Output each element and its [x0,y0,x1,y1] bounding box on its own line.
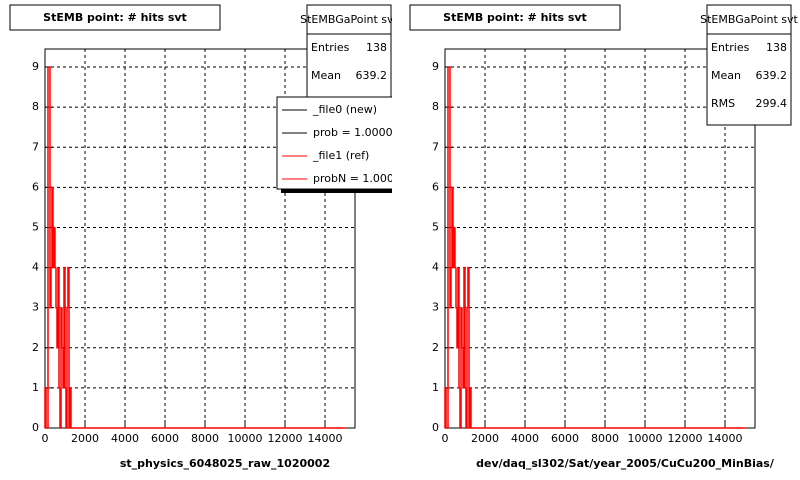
x-tick-label: 2000 [471,432,499,445]
x-tick-label: 4000 [511,432,539,445]
histogram-bin [45,387,47,429]
y-tick-label: 0 [432,421,439,434]
x-tick-label: 12000 [668,432,703,445]
histogram-bin [61,307,63,349]
histogram-bin [458,267,460,389]
title-box [9,4,221,31]
histogram-bin [469,387,471,428]
histogram-bin [444,387,446,428]
stats-box [306,4,392,98]
histogram-bin [445,387,447,429]
x-tick-label: 4000 [111,432,139,445]
histogram-bin [47,66,49,428]
stats-label: Mean [311,69,341,82]
stats-label: Entries [711,41,750,54]
histogram-bin [49,67,51,309]
x-tick-label: 10000 [228,432,263,445]
chart-title: StEMB point: # hits svt [43,11,187,24]
stats-value: 299.4 [756,97,788,110]
y-tick-label: 7 [432,140,439,153]
x-tick-label: 12000 [268,432,303,445]
legend-label: _file1 (ref) [312,149,369,162]
stats-title: StEMBGaPoint svt [700,13,798,26]
x-tick-label: 14000 [308,432,343,445]
y-tick-label: 8 [32,100,39,113]
x-tick-label: 10000 [628,432,663,445]
legend-label: prob = 1.000000 [313,126,407,139]
x-tick-label: 2000 [71,432,99,445]
histogram-bin [44,387,46,428]
legend-label: _file0 (new) [312,103,377,116]
histogram-bin [466,306,468,428]
y-tick-label: 1 [32,381,39,394]
histogram-bin [58,267,60,389]
histogram-bin [449,67,451,309]
y-tick-label: 5 [32,220,39,233]
y-tick-label: 4 [432,261,439,274]
y-tick-label: 2 [32,341,39,354]
histogram-bin [64,267,66,389]
histogram-bin [452,187,454,269]
histogram-bin [51,186,53,268]
histogram-bin [69,387,71,428]
histogram-bin [52,187,54,269]
legend-box [276,96,392,190]
x-tick-label: 0 [442,432,449,445]
histogram-bin [461,307,463,349]
y-tick-label: 3 [32,301,39,314]
y-tick-label: 6 [432,180,439,193]
stats-box [706,4,792,126]
x-tick-label: 0 [42,432,49,445]
x-tick-label: 14000 [708,432,743,445]
histogram-bin [470,387,472,429]
stats-value: 639.2 [356,69,388,82]
legend-label: probN = 1.00000 [313,172,408,185]
y-tick-label: 1 [432,381,439,394]
y-tick-label: 6 [32,180,39,193]
x-tick-label: 6000 [151,432,179,445]
y-tick-label: 2 [432,341,439,354]
stats-label: RMS [711,97,735,110]
chart-title: StEMB point: # hits svt [443,11,587,24]
histogram-bin [70,387,72,429]
y-tick-label: 8 [432,100,439,113]
y-tick-label: 0 [32,421,39,434]
histogram-bin [447,66,449,428]
histogram-bin [464,267,466,389]
histogram-bin [451,186,453,268]
x-tick-label: 6000 [551,432,579,445]
stats-value: 138 [766,41,787,54]
y-tick-label: 4 [32,261,39,274]
x-tick-label: 8000 [591,432,619,445]
panel: 0 2000 4000 6000 8000 10000 12000 14000 0 1 2 3 4 5 6 7… [409,4,799,470]
x-axis-label: dev/daq_sl302/Sat/year_2005/CuCu200_MinB… [476,457,775,470]
x-axis-label: st_physics_6048025_raw_1020002 [120,457,330,470]
stats-value: 639.2 [756,69,788,82]
y-tick-label: 3 [432,301,439,314]
x-tick-label: 8000 [191,432,219,445]
stats-title: StEMBGaPoint svt [300,13,398,26]
stats-label: Mean [711,69,741,82]
plot-frame [444,48,756,429]
histogram-bin [450,266,452,308]
stats-label: Entries [311,41,350,54]
y-tick-label: 9 [432,60,439,73]
y-tick-label: 9 [32,60,39,73]
y-tick-label: 5 [432,220,439,233]
histogram-bin [66,306,68,428]
histogram-bin [50,266,52,308]
stats-value: 138 [366,41,387,54]
panel: 0 2000 4000 6000 8000 10000 12000 14000 0 1 2 3 4 5 6 7… [9,4,408,470]
title-box [409,4,621,31]
y-tick-label: 7 [32,140,39,153]
